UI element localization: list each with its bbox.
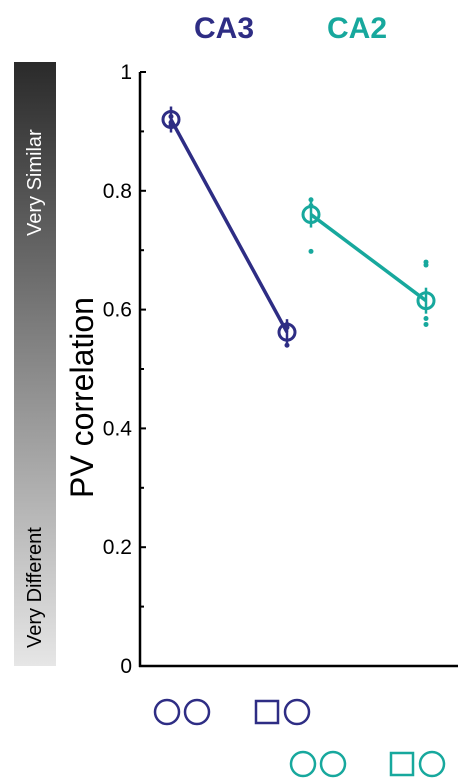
ca3-square-o-category-icon (254, 698, 311, 726)
series-ca2 (301, 197, 436, 327)
ca2-square-o-category-icon (389, 750, 446, 778)
series-line (169, 118, 289, 334)
axes: 0 0.2 0.4 0.6 0.8 1 (103, 61, 458, 678)
very-similar-label: Very Similar (24, 129, 46, 236)
y-axis-label: PV correlation (64, 297, 100, 498)
y-tick-label: 0.6 (103, 299, 132, 322)
y-tick-label: 0 (120, 655, 132, 678)
mean-marker (277, 322, 297, 342)
series-layer (161, 106, 436, 348)
data-point (423, 321, 429, 327)
very-different-label: Very Different (24, 527, 46, 648)
series-ca3 (161, 106, 297, 348)
ca2-legend-label: CA2 (327, 12, 388, 45)
data-point (308, 248, 314, 254)
y-tick-label: 0.4 (103, 417, 133, 440)
mean-marker (416, 291, 436, 311)
y-tick-label: 1 (120, 61, 132, 84)
category-icons (153, 698, 446, 778)
series-line (309, 213, 428, 303)
y-tick-label: 0.2 (103, 536, 132, 559)
data-point (308, 197, 314, 203)
ca3-oo-category-icon (153, 698, 211, 726)
mean-marker (301, 205, 321, 225)
ca3-legend-label: CA3 (194, 12, 255, 45)
y-tick-label: 0.8 (103, 180, 132, 203)
data-point (423, 259, 429, 265)
mean-marker (161, 110, 181, 130)
ca2-oo-category-icon (289, 750, 347, 778)
data-point (423, 316, 429, 322)
similarity-gradient-bar (14, 62, 56, 666)
